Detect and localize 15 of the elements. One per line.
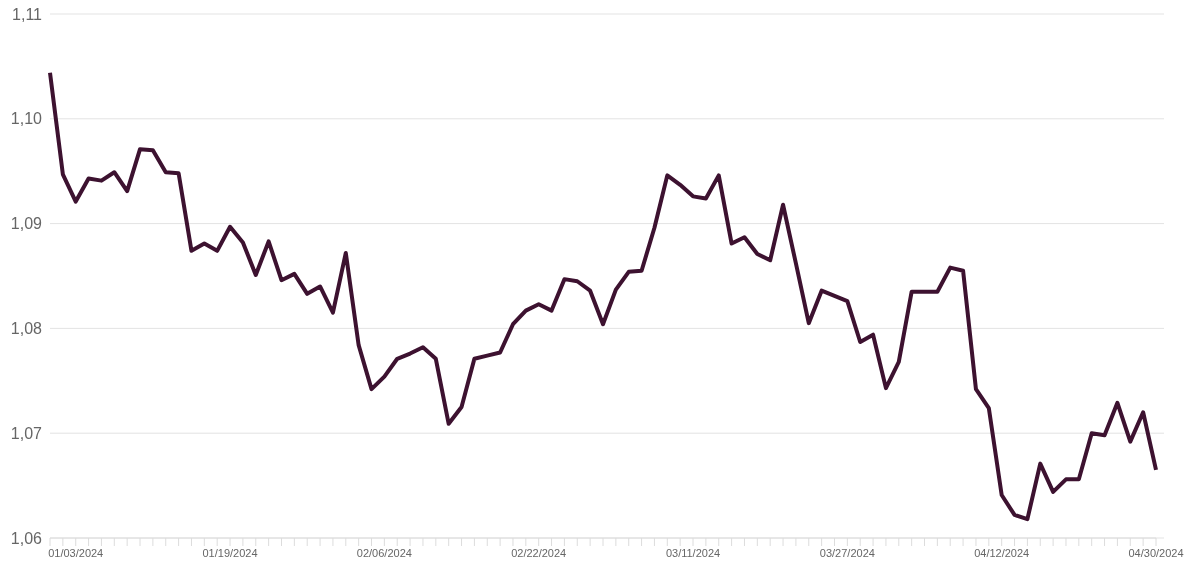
line-series (48, 70, 1158, 522)
x-tick-label: 03/27/2024 (819, 547, 875, 559)
x-tick-label: 02/06/2024 (356, 547, 412, 559)
y-tick-label: 1,10 (10, 110, 43, 128)
x-tick-label: 03/11/2024 (665, 547, 721, 559)
y-tick-label: 1,09 (10, 215, 43, 233)
y-tick-label: 1,07 (10, 424, 43, 442)
x-tick-label: 04/12/2024 (974, 547, 1030, 559)
y-tick-label: 1,08 (10, 320, 43, 337)
y-tick-label: 1,06 (10, 529, 43, 547)
x-tick-label: 01/03/2024 (48, 547, 104, 559)
y-tick-label: 1,11 (12, 5, 43, 23)
x-tick-label: 01/19/2024 (202, 547, 258, 559)
x-tick-label: 04/30/2024 (1128, 547, 1184, 559)
x-tick-label: 02/22/2024 (511, 547, 567, 559)
